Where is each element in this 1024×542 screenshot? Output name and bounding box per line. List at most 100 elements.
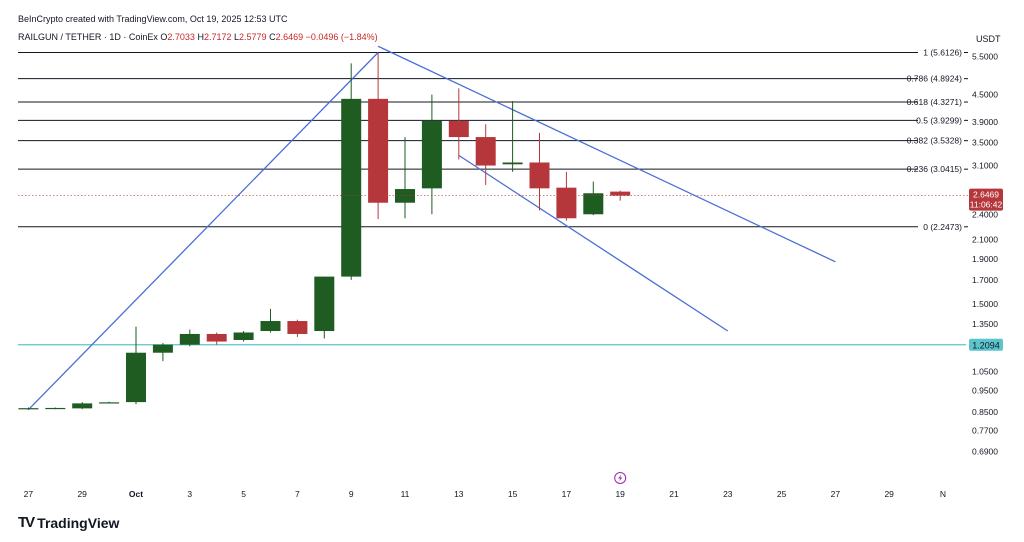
candle-body xyxy=(45,407,66,410)
fib-level-label: 1 (5.6126) xyxy=(923,48,962,58)
candle-body xyxy=(368,98,389,203)
chart-credit: BeInCrypto created with TradingView.com,… xyxy=(18,14,288,24)
symbol-header: RAILGUN / TETHER · 1D · CoinEx O2.7033 H… xyxy=(18,32,378,42)
candle-body xyxy=(99,402,120,404)
candle-body xyxy=(18,408,39,410)
price-tick-label: 3.5000 xyxy=(972,137,998,147)
time-tick-label: 29 xyxy=(884,489,894,499)
candle-body xyxy=(287,321,308,334)
fib-level-label: 0.786 (4.8924) xyxy=(907,74,962,84)
close-label: C xyxy=(269,32,276,42)
time-tick-label: 7 xyxy=(295,489,300,499)
time-tick-label: 15 xyxy=(508,489,518,499)
candle-body xyxy=(126,352,146,403)
trend-line-lower-channel[interactable] xyxy=(458,154,729,332)
candle[interactable] xyxy=(152,343,173,362)
price-tick-label: 0.8500 xyxy=(972,407,998,417)
candle[interactable] xyxy=(341,63,362,280)
candle[interactable] xyxy=(179,329,200,347)
fib-level-label: 0.5 (3.9299) xyxy=(916,115,962,125)
candle-body xyxy=(341,98,362,277)
current-price-badge xyxy=(969,188,1003,211)
fib-level-label: 0.236 (3.0415) xyxy=(907,164,962,174)
trend-line-rising[interactable] xyxy=(27,52,379,411)
time-tick-label: 27 xyxy=(24,489,34,499)
price-tick-label: 0.6900 xyxy=(972,447,998,457)
candle[interactable] xyxy=(314,276,335,339)
lightning-icon[interactable] xyxy=(614,472,627,484)
time-tick-label: 3 xyxy=(187,489,192,499)
candle-body xyxy=(502,162,523,165)
fib-layer: 1 (5.6126) 0.786 (4.8924) 0.618 (4.3271) 0.… xyxy=(18,48,968,232)
candle[interactable] xyxy=(18,407,39,410)
candle[interactable] xyxy=(502,101,523,172)
fib-level-label: 0 (2.2473) xyxy=(923,222,962,232)
time-tick-label: Oct xyxy=(129,489,143,499)
time-tick-label: 27 xyxy=(831,489,841,499)
candle[interactable] xyxy=(421,94,442,215)
candle[interactable] xyxy=(126,326,146,405)
candle[interactable] xyxy=(72,402,93,410)
candle-body xyxy=(260,321,281,332)
fib-level-label: 0.618 (4.3271) xyxy=(907,97,962,107)
candles-layer xyxy=(18,52,631,410)
tradingview-logo-icon: TV xyxy=(18,514,35,531)
candle[interactable] xyxy=(583,181,604,216)
candle-body xyxy=(179,333,200,345)
candle-body xyxy=(314,276,335,332)
price-tick-label: 1.0500 xyxy=(972,367,998,377)
price-tick-label: 3.1000 xyxy=(972,161,998,171)
price-tick-label: 1.7000 xyxy=(972,275,998,285)
time-tick-label: 23 xyxy=(723,489,733,499)
high-value: 2.7172 xyxy=(203,32,232,42)
price-tick-label: 3.9000 xyxy=(972,117,998,127)
fib-level-label: 0.382 (3.5328) xyxy=(907,136,962,146)
candle-body xyxy=(421,120,442,189)
price-tick-label: 1.5000 xyxy=(972,299,998,309)
candle-body xyxy=(529,162,550,189)
trendline-layer xyxy=(27,45,836,411)
candle[interactable] xyxy=(45,407,66,410)
candle-body xyxy=(152,344,173,353)
time-tick-label: 11 xyxy=(401,489,410,499)
time-tick-label: 5 xyxy=(241,489,246,499)
candle[interactable] xyxy=(448,88,469,160)
candle-body xyxy=(72,403,93,409)
candle[interactable] xyxy=(206,332,227,345)
candle[interactable] xyxy=(475,124,496,185)
price-tick-label: 0.7700 xyxy=(972,426,998,436)
brand: TV TradingView xyxy=(18,514,119,531)
time-tick-label: 13 xyxy=(454,489,464,499)
candle[interactable] xyxy=(99,401,120,404)
candle-body xyxy=(206,333,227,342)
candle[interactable] xyxy=(395,137,415,219)
candle-body xyxy=(475,137,496,166)
candle[interactable] xyxy=(260,308,281,333)
current-price-label: 2.6469 xyxy=(973,190,999,200)
trend-line-upper-channel[interactable] xyxy=(377,45,836,263)
price-tick-label: 2.4000 xyxy=(972,209,998,219)
candle[interactable] xyxy=(287,319,308,337)
support-price-label: 1.2094 xyxy=(972,340,1000,350)
price-tick-label: 4.5000 xyxy=(972,90,998,100)
candle-body xyxy=(583,193,604,215)
close-value: 2.6469 xyxy=(275,32,304,42)
currency-label[interactable]: USDT xyxy=(976,34,1001,44)
candle[interactable] xyxy=(529,132,550,211)
time-tick-label: 9 xyxy=(349,489,354,499)
candle-body xyxy=(233,332,254,341)
price-axis[interactable]: 5.50004.50003.90003.50003.10002.70002.40… xyxy=(972,51,998,456)
candle[interactable] xyxy=(233,331,254,342)
countdown-label: 11:06:42 xyxy=(970,200,1003,210)
open-value: 2.7033 xyxy=(167,32,195,42)
time-axis[interactable]: 27 29 Oct 3 5 7 9 11 13 15 17 19 21 23 25 27 29 N xyxy=(24,489,946,499)
symbol-name[interactable]: RAILGUN / TETHER · 1D · CoinEx xyxy=(18,32,158,42)
time-tick-label: 29 xyxy=(77,489,87,499)
time-tick-label: 19 xyxy=(615,489,625,499)
low-label: L xyxy=(234,32,240,42)
time-tick-label: 17 xyxy=(562,489,572,499)
time-tick-label: 21 xyxy=(669,489,679,499)
candle[interactable] xyxy=(368,52,389,220)
